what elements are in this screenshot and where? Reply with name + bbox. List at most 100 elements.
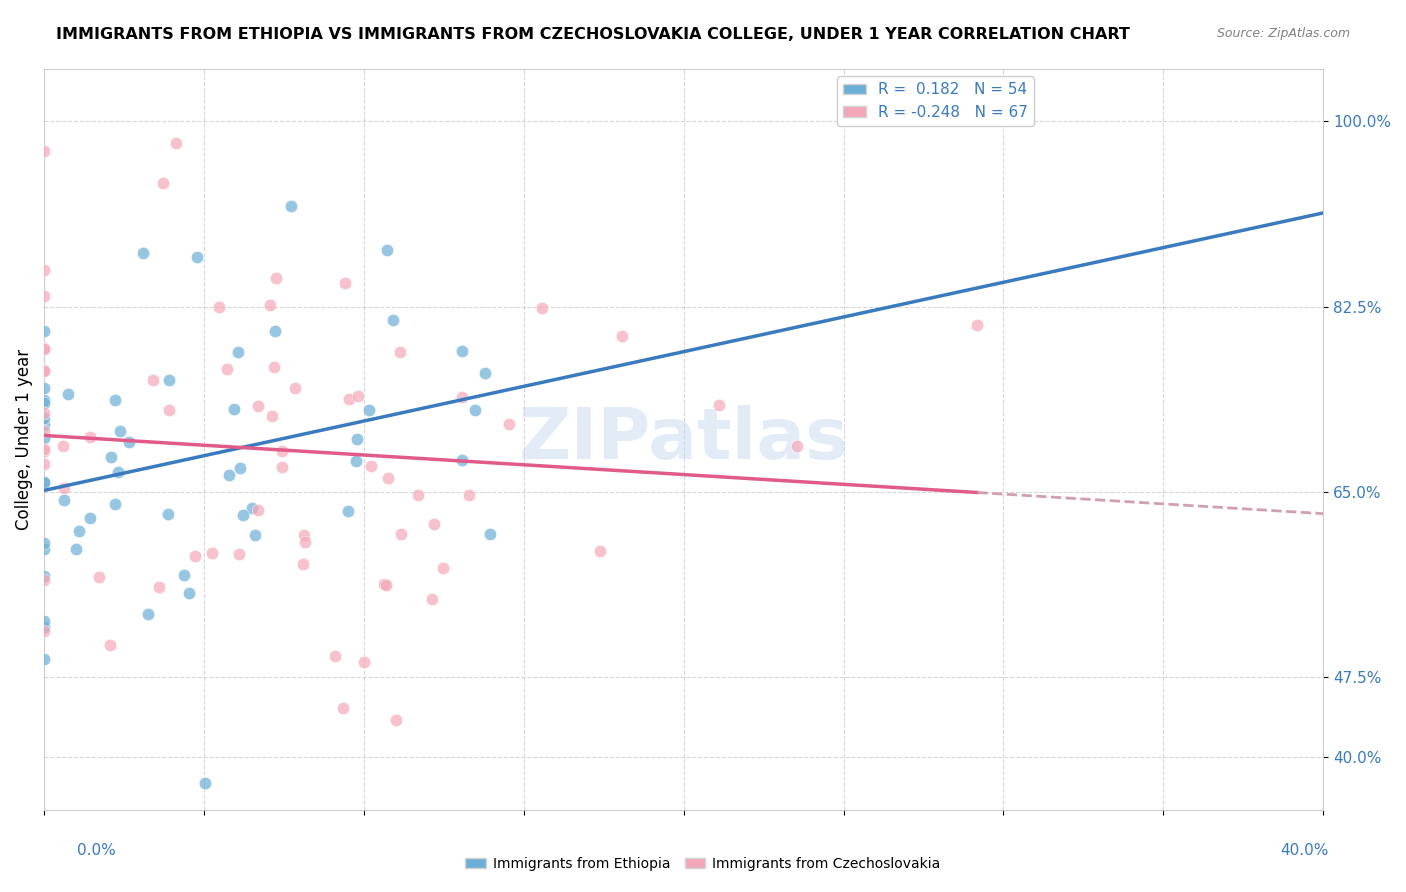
Point [32,263,55,277]
Point [707,398,730,412]
Y-axis label: College, Under 1 year: College, Under 1 year [15,349,32,530]
Point [67,524,90,538]
Point [263,360,285,375]
Point [464,403,486,417]
Point [207,300,229,314]
Point [32,411,55,425]
Point [478,527,501,541]
Point [148,580,170,594]
Point [294,534,316,549]
Point [32,396,55,410]
Legend: R =  0.182   N = 54, R = -0.248   N = 67: R = 0.182 N = 54, R = -0.248 N = 67 [837,76,1035,126]
Point [32,569,55,583]
Point [270,443,292,458]
Point [32,444,55,458]
Point [377,471,399,485]
Point [32,652,55,666]
Point [259,298,281,312]
Point [373,577,395,591]
Point [375,578,398,592]
Point [966,318,988,332]
Point [52,481,75,495]
Point [194,776,217,790]
Point [264,324,287,338]
Point [498,417,520,432]
Point [201,546,224,560]
Point [107,466,129,480]
Point [32,341,55,355]
Point [136,607,159,622]
Point [79,511,101,525]
Point [357,402,380,417]
Point [218,467,240,482]
Point [32,342,55,356]
Text: 40.0%: 40.0% [1281,843,1329,858]
Point [165,136,187,150]
Point [458,488,481,502]
Point [360,458,382,473]
Point [262,409,284,423]
Point [179,586,201,600]
Point [32,475,55,489]
Point [32,542,55,557]
Point [104,497,127,511]
Point [243,528,266,542]
Point [32,144,55,158]
Point [157,373,180,387]
Point [53,492,76,507]
Point [117,435,139,450]
Point [389,526,412,541]
Point [333,276,356,290]
Text: Source: ZipAtlas.com: Source: ZipAtlas.com [1216,27,1350,40]
Point [610,329,633,343]
Point [336,503,359,517]
Point [217,362,239,376]
Point [381,313,404,327]
Point [474,367,496,381]
Point [346,432,368,446]
Point [32,431,55,445]
Point [32,406,55,420]
Point [32,620,55,634]
Point [173,568,195,582]
Point [100,450,122,464]
Point [32,362,55,376]
Point [79,430,101,444]
Point [142,374,165,388]
Point [186,250,208,264]
Point [589,543,612,558]
Point [451,453,474,467]
Point [422,517,444,532]
Point [32,573,55,587]
Point [246,503,269,517]
Point [157,403,180,417]
Point [344,454,367,468]
Text: ZIPatlas: ZIPatlas [519,405,849,474]
Point [266,271,288,285]
Point [280,199,302,213]
Point [353,656,375,670]
Point [337,392,360,406]
Point [384,713,406,727]
Point [323,649,346,664]
Point [291,557,314,571]
Point [32,392,55,407]
Point [228,548,250,562]
Point [184,549,207,563]
Point [226,345,249,359]
Point [58,386,80,401]
Point [32,442,55,457]
Point [240,500,263,515]
Point [32,476,55,491]
Point [87,569,110,583]
Point [110,424,132,438]
Point [224,401,246,416]
Point [156,508,179,522]
Point [451,390,474,404]
Point [451,344,474,359]
Point [530,301,553,315]
Point [232,508,254,523]
Point [32,381,55,395]
Point [132,246,155,260]
Point [32,624,55,638]
